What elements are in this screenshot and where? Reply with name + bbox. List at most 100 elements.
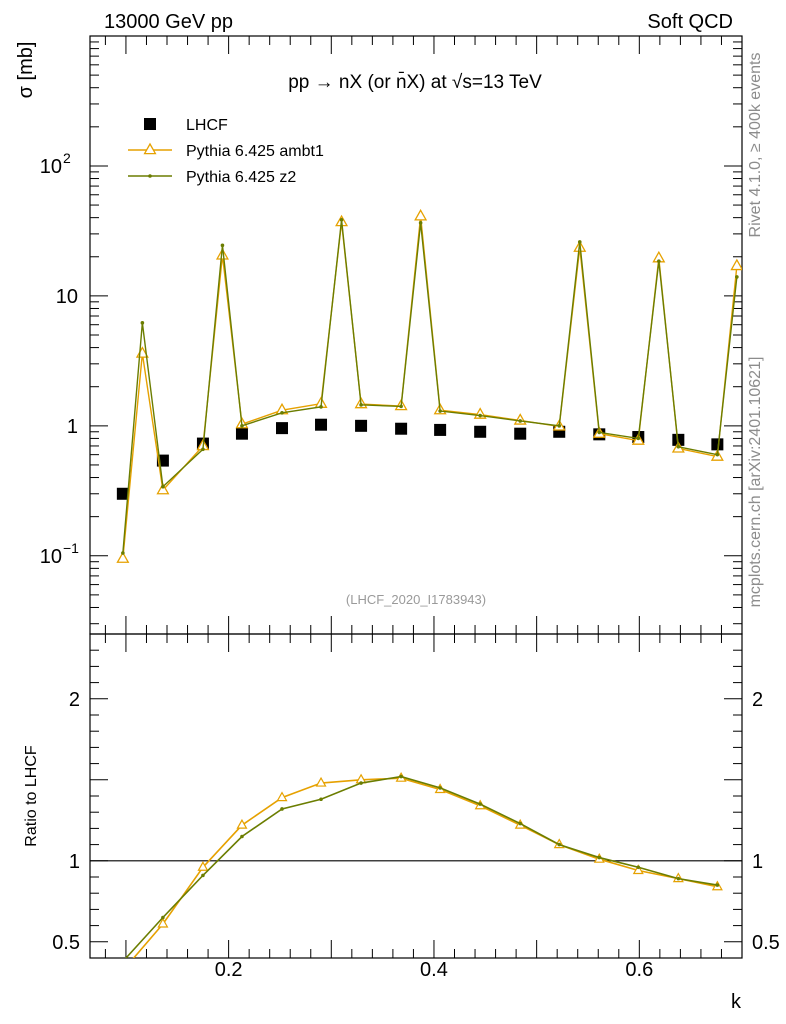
ratio-z2-point: [359, 781, 363, 785]
ratio-line-0: [132, 777, 718, 958]
z2-point: [676, 444, 681, 449]
lhcf-point: [315, 418, 328, 431]
lhcf-point: [672, 433, 685, 446]
legend-label: Pythia 6.425 z2: [186, 169, 296, 186]
y-tick-label-main: 10: [40, 156, 62, 178]
ratio-z2-point: [518, 821, 523, 826]
ratio-z2-point: [438, 786, 442, 790]
z2-point: [735, 275, 739, 279]
z2-point: [577, 240, 582, 244]
z2-point: [339, 218, 344, 222]
y-axis-label-main: σ [mb]: [15, 42, 37, 99]
y-tick-label-main: 10: [56, 286, 78, 308]
z2-point: [657, 259, 661, 263]
y-tick-label-main: 1: [67, 416, 78, 438]
ratio-ambt1-point: [315, 776, 327, 787]
ratio-z2-point: [399, 774, 403, 779]
z2-point: [518, 419, 523, 423]
y-tick-label-main: 10: [40, 546, 62, 568]
main-data-layer: [116, 208, 742, 563]
z2-point: [636, 436, 641, 441]
mcplots-side-label: mcplots.cern.ch [arXiv:2401.10621]: [747, 357, 764, 608]
ratio-ambt1-point: [197, 861, 209, 871]
ratio-plot-frame: [89, 633, 743, 959]
lhcf-point: [235, 427, 248, 440]
ambt1-point: [116, 551, 130, 563]
x-tick-label: 0.4: [420, 959, 448, 981]
x-tick-label: 0.6: [625, 959, 653, 981]
ratio-z2-point: [636, 865, 641, 870]
y-tick-exponent-main: 2: [63, 150, 71, 166]
ratio-ambt1-point: [632, 864, 644, 875]
rivet-side-label: Rivet 4.1.0, ≥ 400k events: [747, 53, 764, 238]
ratio-z2-point: [676, 876, 681, 881]
z2-point: [399, 404, 403, 409]
ratio-z2-point: [715, 883, 720, 887]
ratio-ambt1-point: [236, 818, 248, 829]
ratio-ambt1-point: [111, 974, 120, 982]
z2-point: [220, 243, 225, 248]
y-tick-exponent-main: −1: [63, 540, 79, 556]
z2-point: [121, 551, 125, 555]
x-tick-label: 0.2: [215, 959, 243, 981]
ratio-z2-point: [280, 807, 284, 811]
lhcf-point: [434, 423, 447, 436]
z2-point: [140, 321, 145, 325]
ratio-z2-point: [161, 915, 165, 920]
z2-point: [597, 430, 602, 435]
lhcf-point: [116, 487, 129, 500]
ratio-line-1: [124, 775, 718, 958]
chart-title: pp → nX (or n̄X) at √s=13 TeV: [288, 72, 542, 93]
z2-point: [438, 409, 442, 413]
ambt1-point: [414, 208, 428, 221]
ratio-z2-point: [319, 797, 323, 802]
ratio-panel: 0.2 0.4 0.6 0.5 0.5 1 1 2 2: [52, 633, 780, 982]
header-left-label: 13000 GeV pp: [104, 11, 233, 33]
y-tick-label-ratio-right: 0.5: [752, 932, 780, 954]
ratio-z2-point: [240, 834, 244, 839]
y-tick-label-ratio-right: 2: [752, 689, 763, 711]
lhcf-point: [395, 422, 408, 435]
z2-point: [557, 424, 562, 428]
legend-label: Pythia 6.425 ambt1: [186, 143, 324, 160]
ratio-ambt1-point: [276, 791, 288, 802]
z2-point: [319, 405, 323, 409]
z2-point: [478, 413, 482, 418]
y-tick-label-ratio-right: 1: [752, 851, 763, 873]
series-line-2: [122, 219, 738, 554]
ratio-data-layer: [111, 771, 723, 982]
legend-marker-ambt1: [143, 142, 157, 155]
legend: LHCF Pythia 6.425 ambt1 Pythia 6.425 z2: [128, 117, 324, 186]
ambt1-point: [156, 482, 170, 495]
legend-marker-lhcf: [144, 118, 156, 130]
lhcf-point: [711, 438, 724, 451]
header: 13000 GeV pp Soft QCD: [104, 11, 733, 33]
y-axis-label-ratio: Ratio to LHCF: [23, 745, 40, 847]
ratio-z2-point: [201, 873, 205, 878]
legend-marker-z2: [148, 174, 152, 178]
lhcf-point: [276, 422, 289, 435]
z2-point: [161, 484, 165, 489]
header-right-label: Soft QCD: [647, 11, 733, 33]
y-tick-label-ratio: 0.5: [52, 932, 80, 954]
z2-point: [280, 410, 284, 415]
z2-point: [359, 403, 363, 407]
ambt1-point: [215, 248, 229, 260]
lhcf-point: [355, 419, 368, 432]
legend-label: LHCF: [186, 117, 228, 134]
z2-point: [201, 447, 205, 452]
z2-point: [418, 221, 423, 225]
lhcf-point: [474, 425, 487, 438]
ratio-z2-point: [557, 842, 562, 847]
x-axis-label: k: [731, 991, 742, 1013]
ratio-z2-point: [478, 802, 482, 806]
y-tick-label-ratio: 2: [69, 689, 80, 711]
z2-point: [240, 424, 244, 428]
analysis-id-label: (LHCF_2020_I1783943): [346, 592, 486, 607]
ratio-ambt1-point: [157, 917, 169, 928]
lhcf-point: [514, 427, 527, 440]
y-tick-label-ratio: 1: [69, 851, 80, 873]
ratio-z2-point: [597, 855, 602, 860]
